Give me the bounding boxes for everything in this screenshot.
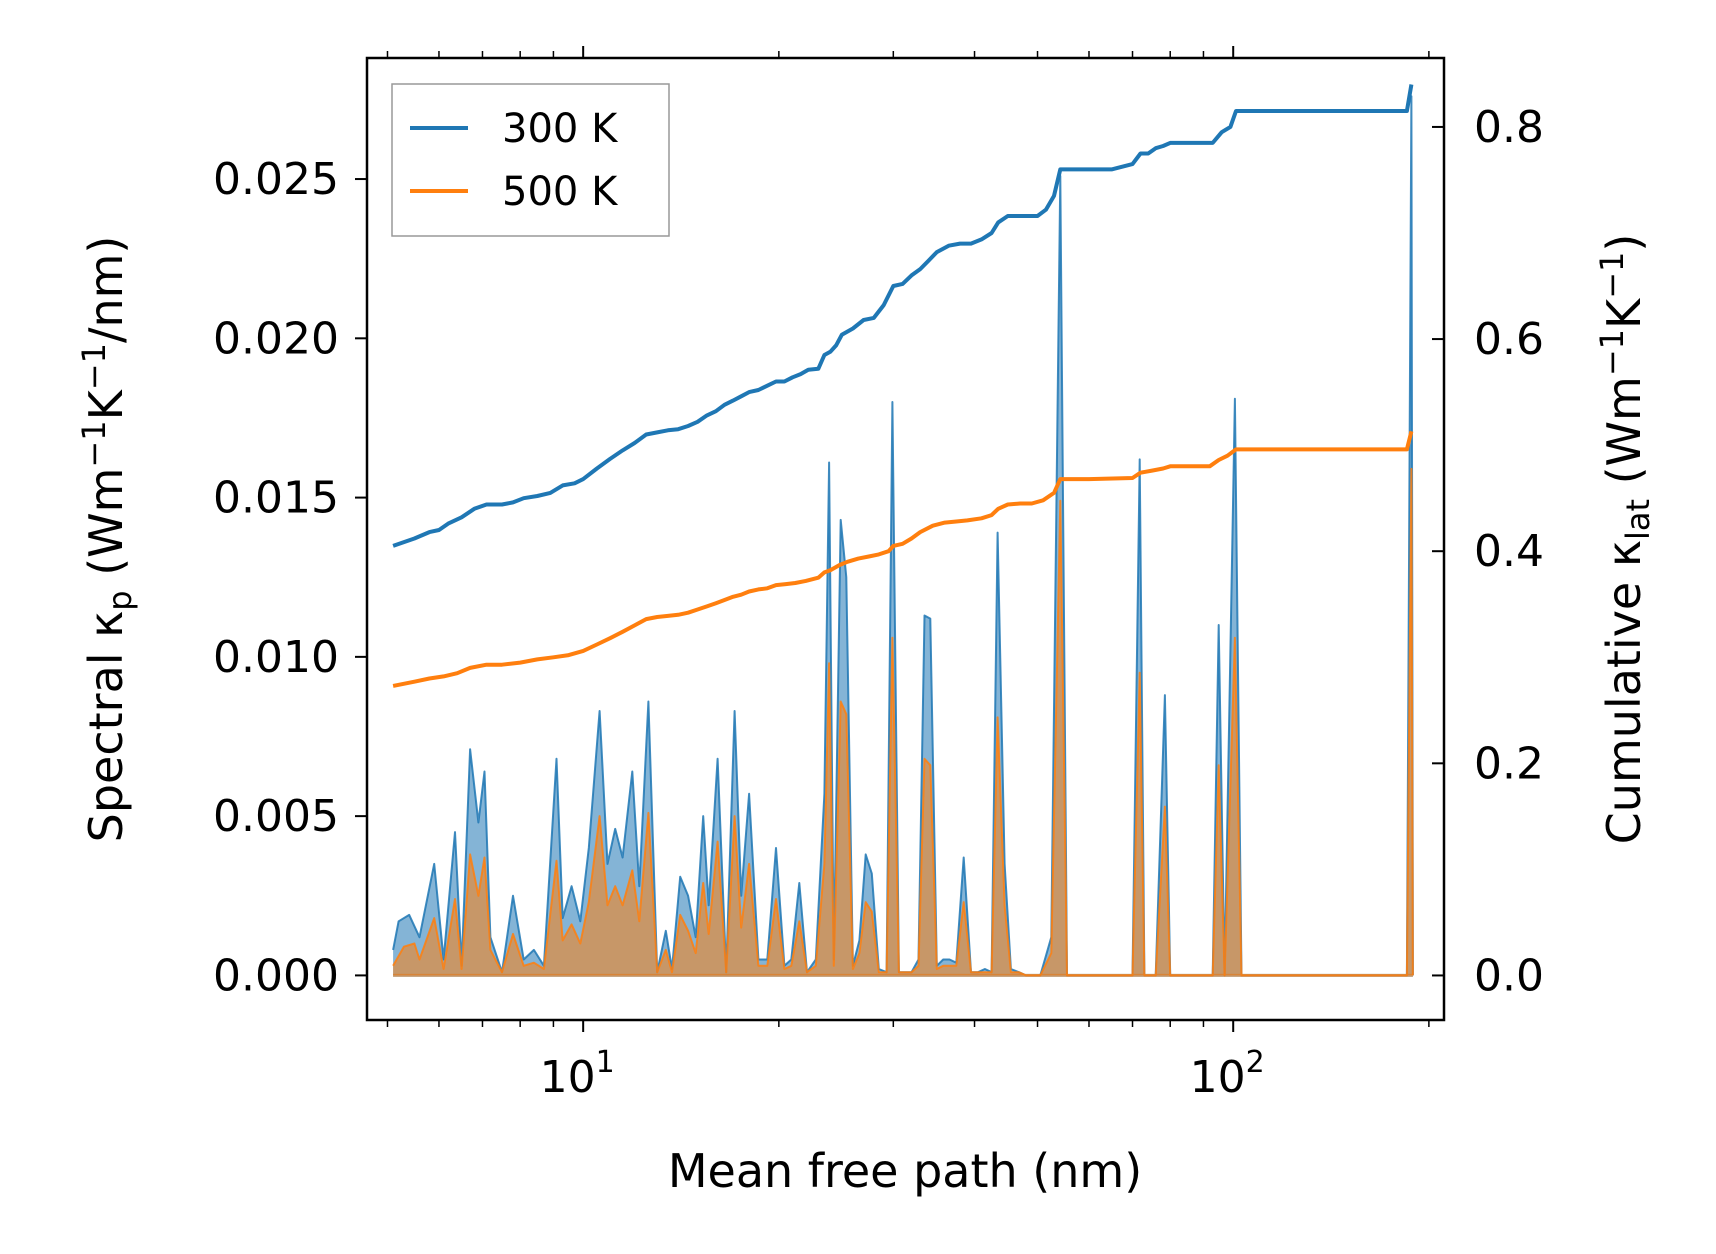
- ticks-layer: 0.000 0.005 0.010 0.015 0.020 0.025 0.0 0.2 0.4 0…: [213, 46, 1544, 1103]
- x-axis-title: Mean free path (nm): [668, 1144, 1142, 1198]
- right-y-tick-label: 0.0: [1474, 950, 1544, 1001]
- left-y-axis-title-sub: p: [101, 590, 139, 610]
- left-y-tick-label: 0.000: [213, 950, 339, 1001]
- left-y-axis-title: Spectral κp (Wm−1K−1/nm): [75, 236, 139, 843]
- right-y-axis-title-sup2: −1: [1593, 252, 1631, 299]
- 500-k-spectral-area: [393, 468, 1413, 976]
- legend-label-500k: 500 K: [502, 169, 619, 215]
- 500-k-spectral-line: [392, 467, 1414, 977]
- legend-box: [391, 83, 670, 237]
- left-y-tick-label: 0.005: [213, 791, 339, 842]
- left-y-axis-title-prefix: Spectral κ: [79, 611, 133, 843]
- right-y-axis-title-sub: lat: [1619, 499, 1657, 540]
- left-y-axis-title-mid: K: [79, 388, 133, 420]
- 300-k-spectral-area: [393, 96, 1413, 976]
- x-tick-label-base: 10: [1190, 1052, 1246, 1103]
- legend: 300 K 500 K: [391, 83, 670, 237]
- left-y-axis-title-units-close: /nm): [79, 236, 133, 343]
- right-y-axis-title-units-close: ): [1597, 234, 1651, 252]
- left-y-tick-label: 0.015: [213, 473, 339, 524]
- right-y-axis-title: Cumulative κlat (Wm−1K−1): [1593, 234, 1657, 845]
- left-y-axis-title-units-open: (Wm: [79, 468, 133, 591]
- series-layer: [392, 84, 1414, 977]
- right-y-tick-label: 0.8: [1474, 102, 1544, 153]
- x-tick-label-exp: 2: [1246, 1045, 1265, 1080]
- 300-k-spectral-line: [392, 95, 1414, 977]
- plot-frame: [365, 56, 1446, 1022]
- right-y-tick-label: 0.2: [1474, 738, 1544, 789]
- left-y-tick-label: 0.025: [213, 154, 339, 205]
- x-tick-label: 101: [540, 1045, 615, 1103]
- right-y-axis-title-units-open: (Wm: [1597, 376, 1651, 499]
- legend-label-300k: 300 K: [502, 106, 619, 152]
- x-tick-label-base: 10: [540, 1052, 596, 1103]
- right-y-axis-title-prefix: Cumulative κ: [1597, 540, 1651, 844]
- right-y-tick-label: 0.4: [1474, 526, 1544, 577]
- 500-k-cumulative-line: [392, 430, 1414, 688]
- left-y-axis-title-sup2: −1: [75, 343, 113, 390]
- left-y-tick-label: 0.020: [213, 313, 339, 364]
- right-y-tick-label: 0.6: [1474, 314, 1544, 365]
- left-y-tick-label: 0.010: [213, 632, 339, 683]
- x-tick-label: 102: [1190, 1045, 1265, 1103]
- right-y-axis-title-mid: K: [1597, 297, 1651, 329]
- right-y-axis-title-sup1: −1: [1593, 329, 1631, 376]
- left-y-axis-title-sup1: −1: [75, 420, 113, 467]
- x-tick-label-exp: 1: [596, 1045, 615, 1080]
- 300-k-cumulative-line: [392, 84, 1414, 548]
